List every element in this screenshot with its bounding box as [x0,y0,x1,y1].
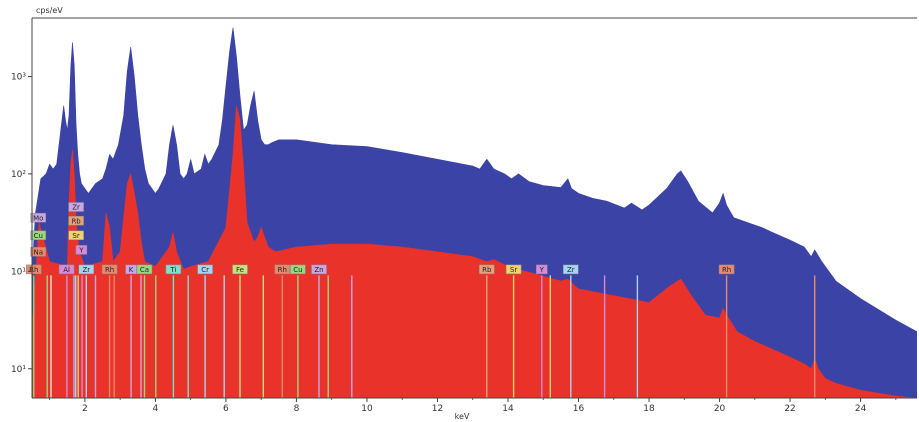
element-label-box [58,264,75,275]
element-label: Y [536,264,548,275]
element-label: Zr [68,202,84,212]
element-label-text: Zr [567,266,575,274]
element-label-text: Rh [278,266,287,274]
y-axis-label: cps/eV [36,6,63,15]
series-layer [32,27,917,398]
element-label-box [101,264,118,275]
element-label-text: Rh [722,266,731,274]
element-label-box [536,264,548,275]
y-tick-label: 10¹ [11,365,26,375]
x-tick-label: 22 [784,404,795,414]
element-label-text: Cr [201,266,209,274]
y-tick-label: 10³ [11,72,26,82]
element-label-box [30,230,47,241]
x-tick-label: 8 [294,404,300,414]
element-label: Cu [290,264,306,275]
element-label: Zr [78,264,95,275]
element-label: Rh [26,264,42,275]
element-label: Sr [68,230,84,241]
element-label-text: Sr [510,266,517,274]
y-tick-label: 10² [11,170,26,180]
element-label: Fe [232,264,248,275]
element-label: Na [30,247,47,257]
element-label-box [125,264,137,275]
element-label: K [125,264,137,275]
element-label-text: Rh [29,266,38,274]
element-label-box [274,264,291,275]
x-tick-label: 12 [432,404,443,414]
element-label-box [563,264,579,275]
element-label-text: Mo [33,214,43,222]
element-label-box [68,230,84,241]
element-label-text: Y [539,266,545,274]
x-tick-label: 24 [855,404,867,414]
element-label-text: Zr [72,204,80,212]
element-label-text: Zn [314,266,323,274]
element-label-text: Ca [140,266,149,274]
element-label-box [165,264,182,275]
element-label: Rb [68,215,84,226]
element-label-box [68,215,84,226]
element-label-box [232,264,248,275]
element-label-box [30,212,47,223]
element-label-box [75,245,88,255]
element-label-text: Na [34,248,44,256]
x-axis-label: keV [455,412,470,421]
element-label-box [78,264,95,275]
series-area-1 [32,105,917,398]
marker-line-layer [33,275,816,398]
element-label-box [30,247,47,257]
element-label-text: Ti [169,266,176,274]
element-label-text: Cu [34,232,43,240]
element-label-text: K [129,266,134,274]
element-label: Ca [136,264,153,275]
element-label: Rh [718,264,735,275]
element-label-box [68,202,84,212]
element-label: Sr [505,264,522,275]
element-label: Zr [563,264,579,275]
x-tick-label: 6 [223,404,229,414]
element-label-box [136,264,153,275]
element-label: Cr [197,264,213,275]
element-label-text: Rb [71,217,81,225]
element-label-box [290,264,306,275]
x-tick-label: 10 [361,404,373,414]
element-label-box [479,264,495,275]
element-label-text: Al [63,266,70,274]
x-tick-label: 14 [502,404,514,414]
element-label: Rh [101,264,118,275]
element-label-text: Zr [82,266,90,274]
element-label: Cu [30,230,47,241]
element-label: Ti [165,264,182,275]
element-label: Zn [311,264,327,275]
element-label-box [311,264,327,275]
element-label-text: Sr [72,232,79,240]
element-label-text: Rh [105,266,114,274]
element-label: Rb [479,264,495,275]
x-tick-label: 2 [82,404,88,414]
element-label-layer: Mo Cu Na Rh Zr Rb Sr Y Al Zr Rh K Ca Ti Cr Fe Rh Cu Zn Rb Sr… [26,202,735,275]
element-label-box [26,264,42,275]
element-label-text: Cu [293,266,302,274]
element-label: Al [58,264,75,275]
element-label-box [505,264,522,275]
x-tick-label: 16 [573,404,585,414]
element-label: Mo [30,212,47,223]
x-tick-label: 18 [643,404,655,414]
x-tick-label: 20 [714,404,726,414]
element-label-box [197,264,213,275]
y-tick-label: 10¹ [11,267,26,277]
element-label-text: Fe [236,266,244,274]
element-label: Y [75,245,88,255]
x-tick-label: 4 [153,404,159,414]
element-label: Rh [274,264,291,275]
element-label-text: Rb [482,266,492,274]
element-label-box [718,264,735,275]
element-label-text: Y [78,247,84,255]
